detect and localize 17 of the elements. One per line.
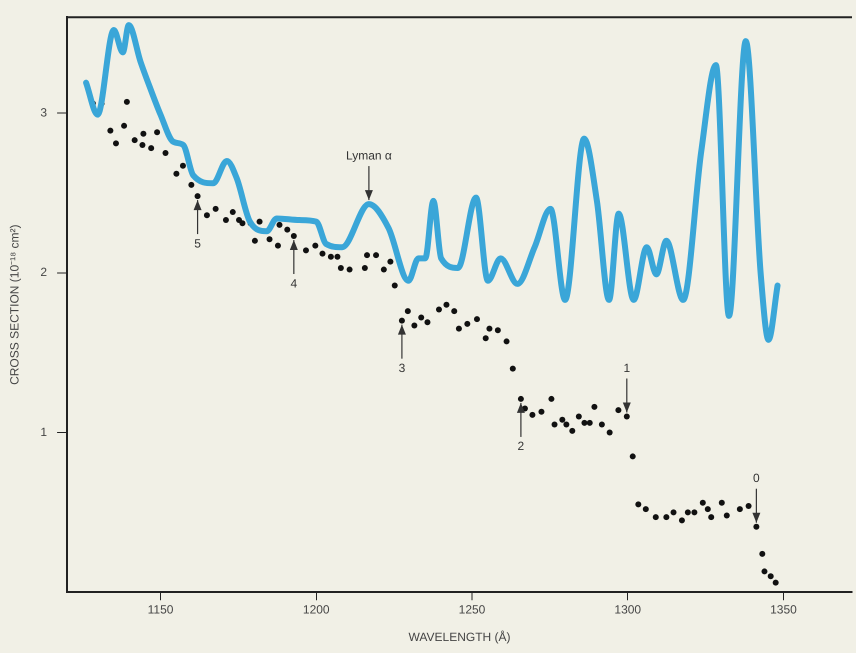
y-axis-title: CROSS SECTION (10⁻¹⁸ cm²): [8, 224, 22, 385]
annotation: 4: [290, 276, 298, 290]
x-tick-label: 1200: [302, 602, 330, 617]
y-tick-label: 1: [40, 424, 48, 439]
y-tick-label: 3: [40, 105, 48, 120]
x-tick-label: 1300: [614, 602, 642, 617]
annotation: 0: [753, 471, 760, 486]
annotation: 2: [518, 439, 525, 454]
x-tick-label: 1250: [458, 602, 486, 617]
y-tick-label: 2: [40, 265, 48, 280]
annotation: 3: [398, 360, 406, 375]
annotation: 5: [194, 236, 202, 250]
x-axis-title: WAVELENGTH (Å): [408, 630, 511, 644]
annotation: Lyman α: [346, 148, 392, 162]
x-tick-label: 1350: [770, 602, 798, 617]
annotation: 1: [623, 360, 630, 375]
x-tick-label: 1150: [148, 602, 174, 617]
